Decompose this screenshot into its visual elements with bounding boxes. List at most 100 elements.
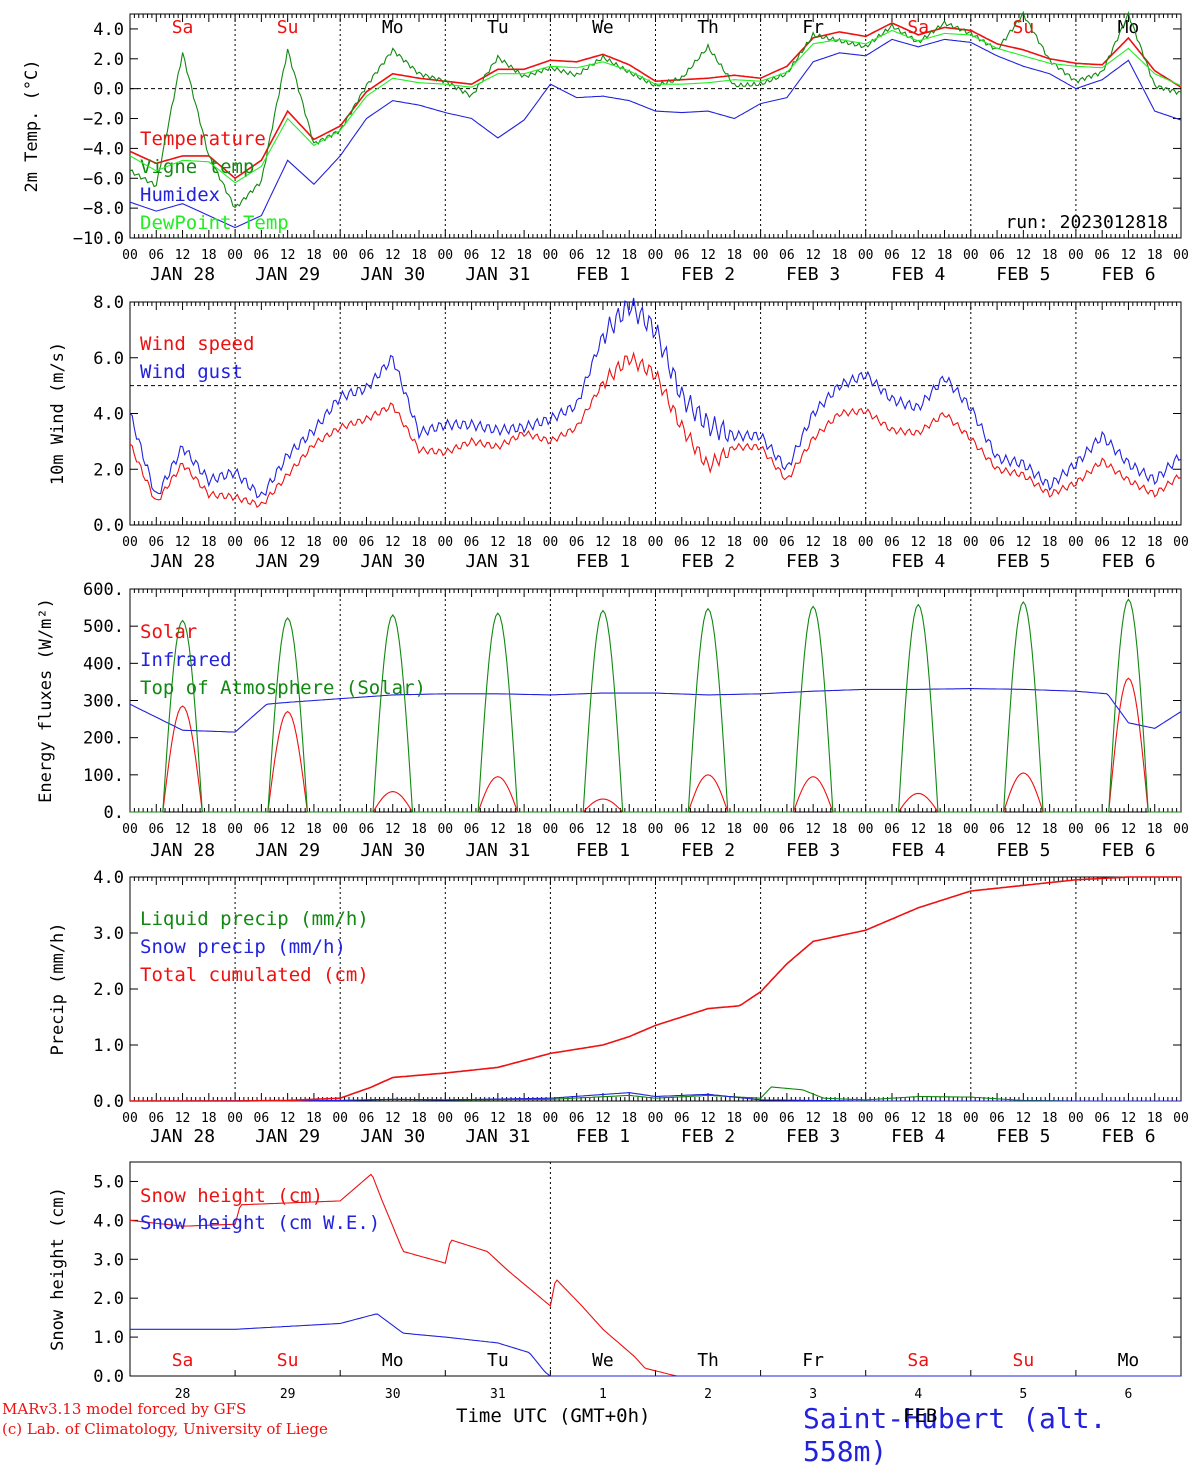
y-tick-label: 300. <box>83 692 124 712</box>
date-label: JAN 30 <box>360 551 425 572</box>
hour-tick-label: 18 <box>201 822 217 837</box>
hour-tick-label: 18 <box>411 822 427 837</box>
y-tick-label: 0.0 <box>93 1092 124 1112</box>
weekday-label: Mo <box>382 17 404 38</box>
hour-tick-label: 18 <box>1042 248 1058 263</box>
legend-entry: Snow height (cm) <box>140 1185 323 1207</box>
hour-tick-label: 18 <box>621 822 637 837</box>
hour-tick-label: 18 <box>1147 1111 1163 1126</box>
hour-tick-label: 18 <box>937 822 953 837</box>
hour-tick-label: 18 <box>411 1111 427 1126</box>
date-label: FEB 2 <box>681 551 735 572</box>
hour-tick-label: 00 <box>1173 1111 1189 1126</box>
date-label: JAN 30 <box>360 1126 425 1147</box>
hour-tick-label: 06 <box>148 1111 164 1126</box>
y-tick-label: 200. <box>83 729 124 749</box>
panel-3: 00 06 12 18 00 06 12 18 00 06 12 18 00 06 12 18 00 06 12 18… <box>36 580 1189 861</box>
hour-tick-label: 12 <box>175 535 191 550</box>
hour-tick-label: 12 <box>1121 1111 1137 1126</box>
legend-entry: Solar <box>140 621 197 643</box>
hour-tick-label: 18 <box>726 822 742 837</box>
hour-tick-label: 06 <box>674 1111 690 1126</box>
y-tick-label: 8.0 <box>93 293 124 313</box>
credit-line-2: (c) Lab. of Climatology, University of L… <box>2 1420 328 1438</box>
hour-tick-label: 00 <box>332 248 348 263</box>
station-label: Saint-Hubert (alt. 558m) <box>803 1402 1107 1468</box>
hour-tick-label: 18 <box>306 248 322 263</box>
hour-tick-label: 00 <box>648 822 664 837</box>
weekday-label: Fr <box>802 17 824 38</box>
date-label: FEB 5 <box>996 1126 1050 1147</box>
hour-tick-label: 18 <box>516 822 532 837</box>
panel-1: 00 06 12 18 00 06 12 18 00 06 12 18 00 06 12 18 00 06 12 18… <box>22 10 1189 285</box>
hour-tick-label: 12 <box>805 822 821 837</box>
hour-tick-label: 12 <box>175 1111 191 1126</box>
hour-tick-label: 00 <box>122 822 138 837</box>
y-tick-label: 6.0 <box>93 349 124 369</box>
hour-tick-label: 18 <box>726 535 742 550</box>
hour-tick-label: 18 <box>201 535 217 550</box>
hour-tick-label: 12 <box>700 822 716 837</box>
y-tick-label: 1.0 <box>93 1036 124 1056</box>
hour-tick-label: 18 <box>1042 535 1058 550</box>
hour-tick-label: 12 <box>385 535 401 550</box>
weekday-label: Sa <box>172 1350 194 1371</box>
weekday-label: Fr <box>802 1350 824 1371</box>
hour-tick-label: 12 <box>1016 1111 1032 1126</box>
y-axis-label: 2m Temp. (°C) <box>22 59 42 192</box>
hour-tick-label: 06 <box>148 822 164 837</box>
hour-tick-label: 18 <box>937 248 953 263</box>
hour-tick-label: 12 <box>910 535 926 550</box>
hour-tick-label: 12 <box>595 1111 611 1126</box>
hour-tick-label: 00 <box>1068 1111 1084 1126</box>
y-tick-label: 400. <box>83 654 124 674</box>
hour-tick-label: 00 <box>332 1111 348 1126</box>
hour-tick-label: 06 <box>674 248 690 263</box>
y-tick-label: 100. <box>83 766 124 786</box>
hour-tick-label: 12 <box>385 248 401 263</box>
hour-tick-label: 18 <box>1042 1111 1058 1126</box>
hour-tick-label: 00 <box>1173 248 1189 263</box>
date-label: JAN 28 <box>150 551 215 572</box>
hour-tick-label: 12 <box>595 822 611 837</box>
hour-tick-label: 00 <box>437 822 453 837</box>
hour-tick-label: 06 <box>1094 248 1110 263</box>
date-label: JAN 29 <box>255 551 320 572</box>
day-number-label: 30 <box>385 1387 401 1402</box>
y-axis-label: Energy fluxes (W/m²) <box>36 598 56 803</box>
legend-entry: Humidex <box>140 184 220 206</box>
legend-entry: Vigne temp <box>140 156 254 178</box>
weekday-label: Mo <box>1118 17 1140 38</box>
hour-tick-label: 12 <box>280 1111 296 1126</box>
hour-tick-label: 00 <box>753 535 769 550</box>
hour-tick-label: 18 <box>1042 822 1058 837</box>
hour-tick-label: 06 <box>779 1111 795 1126</box>
hour-tick-label: 00 <box>1173 535 1189 550</box>
hour-tick-label: 12 <box>910 248 926 263</box>
hour-tick-label: 12 <box>490 248 506 263</box>
legend-entry: Wind speed <box>140 333 254 355</box>
day-number-label: 31 <box>490 1387 506 1402</box>
y-tick-label: 3.0 <box>93 924 124 944</box>
hour-tick-label: 18 <box>621 248 637 263</box>
y-tick-label: −4.0 <box>83 139 124 159</box>
date-label: FEB 1 <box>576 840 630 861</box>
y-tick-label: 4.0 <box>93 868 124 888</box>
hour-tick-label: 00 <box>332 822 348 837</box>
weekday-label: We <box>592 17 614 38</box>
hour-tick-label: 06 <box>779 535 795 550</box>
date-label: JAN 28 <box>150 264 215 285</box>
hour-tick-label: 00 <box>543 248 559 263</box>
hour-tick-label: 00 <box>753 822 769 837</box>
hour-tick-label: 00 <box>122 535 138 550</box>
hour-tick-label: 00 <box>543 1111 559 1126</box>
hour-tick-label: 12 <box>595 248 611 263</box>
hour-tick-label: 18 <box>306 822 322 837</box>
date-label: FEB 2 <box>681 264 735 285</box>
date-label: FEB 4 <box>891 551 945 572</box>
series-line-humidex <box>129 38 1182 229</box>
y-tick-label: −8.0 <box>83 199 124 219</box>
weekday-label: Sa <box>907 1350 929 1371</box>
hour-tick-label: 18 <box>832 535 848 550</box>
weekday-label: We <box>592 1350 614 1371</box>
